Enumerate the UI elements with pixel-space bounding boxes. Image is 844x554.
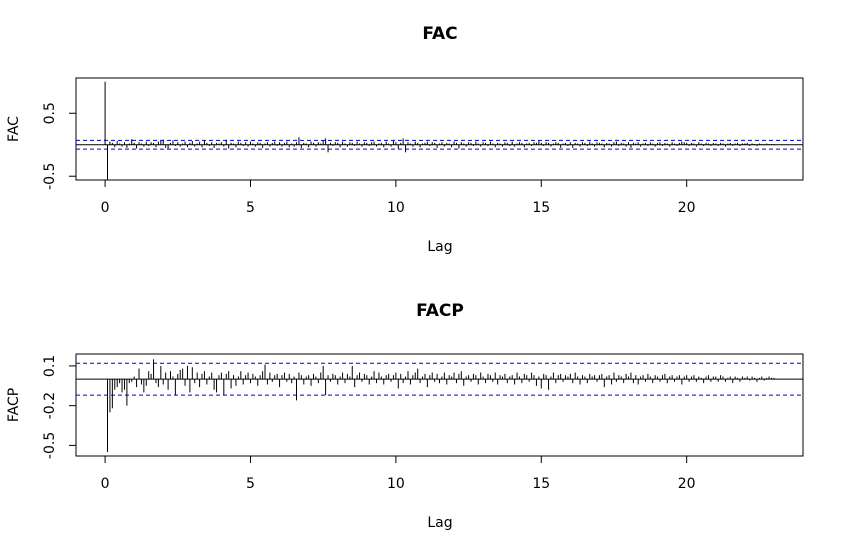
chart-title: FAC: [422, 24, 457, 44]
x-tick-label: 20: [678, 200, 696, 216]
plot-frame: [75, 353, 804, 457]
x-tick-label: 5: [246, 200, 255, 216]
x-tick-label: 10: [387, 200, 405, 216]
x-tick-label: 15: [532, 476, 550, 492]
y-axis-label: FACP: [6, 388, 22, 422]
x-axis-label: Lag: [427, 515, 452, 531]
y-axis-label: FAC: [6, 116, 22, 142]
y-tick-label: 0.1: [42, 355, 58, 377]
x-tick-label: 0: [101, 200, 110, 216]
x-tick-label: 0: [101, 476, 110, 492]
plot-frame: [75, 77, 804, 181]
x-tick-label: 5: [246, 476, 255, 492]
x-tick-label: 15: [532, 200, 550, 216]
chart-title: FACP: [416, 301, 464, 321]
x-tick-label: 20: [678, 476, 696, 492]
x-tick-label: 10: [387, 476, 405, 492]
y-tick-label: -0.5: [42, 432, 58, 459]
x-axis-label: Lag: [427, 239, 452, 255]
y-tick-label: -0.2: [42, 392, 58, 419]
y-tick-label: 0.5: [42, 102, 58, 124]
y-tick-label: -0.5: [42, 163, 58, 190]
